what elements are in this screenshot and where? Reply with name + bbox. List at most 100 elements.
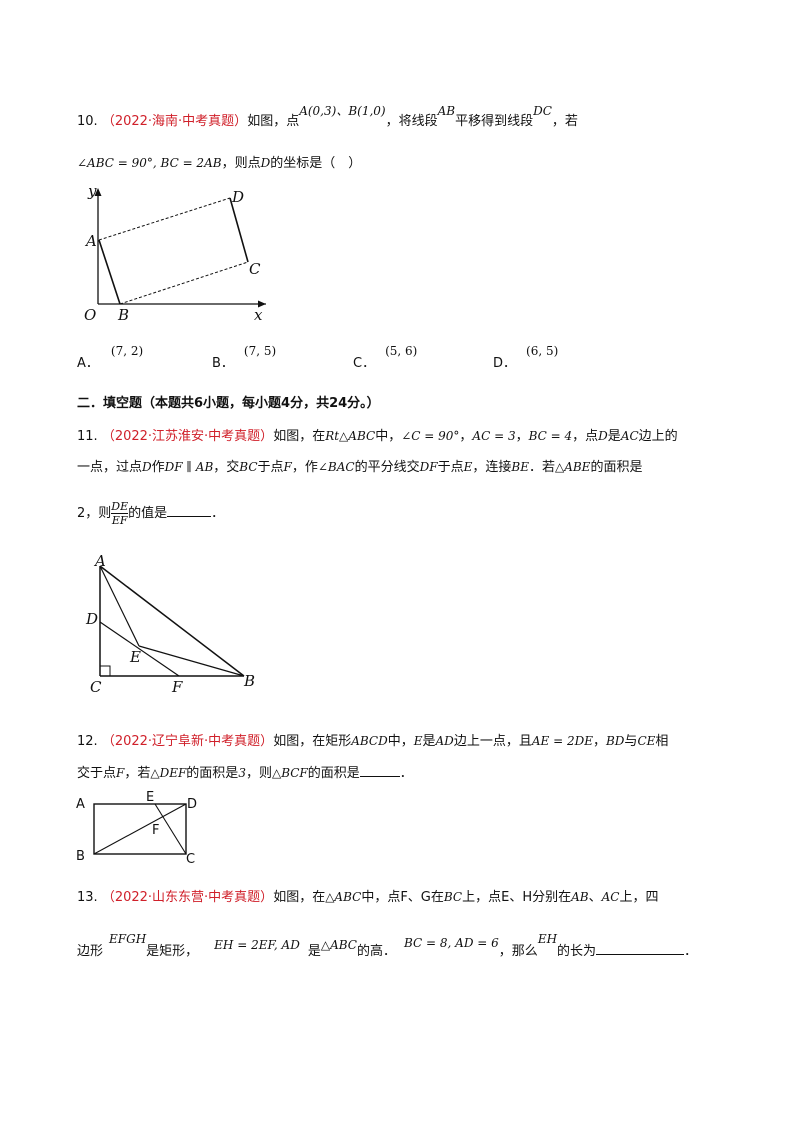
label-d: D	[85, 610, 98, 628]
label-c: C	[186, 852, 195, 866]
q10-text: ，若	[551, 114, 578, 129]
q13-math: EH = 2EF, AD	[214, 938, 300, 952]
q11-text: ，作	[291, 460, 318, 475]
label-c: C	[249, 260, 261, 278]
segment-ad	[98, 197, 231, 241]
q11-math: ∠C = 90°	[401, 429, 460, 443]
q13-text: 的高．	[357, 944, 397, 959]
q11-math: D	[142, 460, 152, 474]
label-b: B	[117, 306, 129, 324]
x-axis-arrow	[258, 300, 266, 308]
option-label: D．	[493, 356, 517, 371]
q12-text: ．	[399, 766, 413, 781]
label-f: F	[152, 823, 159, 838]
option-value: (6, 5)	[526, 344, 559, 358]
q11-answer-blank[interactable]	[167, 504, 212, 517]
q10-text: 平移得到线段	[455, 114, 534, 129]
q10-option-c[interactable]: C． (5, 6)	[353, 344, 417, 371]
label-d: D	[231, 188, 244, 206]
q13-text: ．	[684, 944, 698, 959]
q10-points: A(0,3)、B(1,0)	[299, 104, 386, 118]
q12-text: 的面积是	[186, 766, 239, 781]
q13-text: 是矩形，	[146, 944, 199, 959]
q11-math: E	[463, 460, 473, 474]
q11-text: ，点	[572, 429, 599, 444]
q12-number: 12.	[77, 734, 98, 749]
label-b: B	[243, 672, 255, 690]
q12-figure: A E D F B C	[76, 790, 197, 866]
q11-text: 边上的	[638, 429, 678, 444]
label-y: y	[87, 182, 97, 200]
q10-condition: ∠ABC = 90°, BC = 2AB	[77, 156, 222, 170]
q12-math: △BCF	[271, 766, 308, 780]
q13-text: 上，点E、H分别在	[462, 890, 572, 905]
q12-text: ，则	[245, 766, 272, 781]
q10-text: 的坐标是（ ）	[270, 156, 362, 171]
option-label: C．	[353, 356, 376, 371]
q12-text: 与	[624, 734, 638, 749]
section-title: 二．填空题（本题共6小题，每小题4分，共24分。）	[77, 396, 380, 411]
q10-option-b[interactable]: B． (7, 5)	[212, 344, 276, 371]
label-a: A	[93, 552, 106, 570]
q10-text: ，则点	[221, 156, 261, 171]
q13-math: AC	[601, 890, 620, 904]
q11-text: 是	[607, 429, 621, 444]
q13-line1: 13. （2022·山东东营·中考真题）如图，在△ABC中，点F、G在BC上，点…	[77, 886, 659, 905]
q12-text: 交于点	[77, 766, 117, 781]
q10-option-a[interactable]: A． (7, 2)	[77, 344, 143, 371]
q13-line2: 边形 EFGH是矩形， EH = 2EF, AD 是△ABC的高． BC = 8, AD…	[77, 932, 698, 959]
q10-option-d[interactable]: D． (6, 5)	[493, 344, 558, 371]
q12-source: （2022·辽宁阜新·中考真题）	[101, 734, 274, 749]
option-value: (5, 6)	[385, 344, 418, 358]
q12-answer-blank[interactable]	[359, 764, 400, 777]
q11-text: 2，则	[77, 506, 112, 521]
q11-text: 的平分线交	[354, 460, 420, 475]
q13-answer-blank[interactable]	[596, 942, 685, 955]
option-label: A．	[77, 356, 99, 371]
q11-math: BE	[511, 460, 529, 474]
q11-math: BC	[239, 460, 258, 474]
q11-text: 的值是	[128, 506, 168, 521]
q11-line2: 一点，过点D作DF ∥ AB，交BC于点F，作∠BAC的平分线交DF于点E，连接…	[77, 456, 642, 475]
segment-dc	[229, 197, 249, 263]
q12-text: 如图，在矩形	[273, 734, 352, 749]
q11-math: Rt△ABC	[325, 429, 376, 443]
q13-math: EH	[537, 932, 558, 946]
q10-text: 如图，点	[247, 114, 300, 129]
segment-eb	[138, 645, 245, 677]
q10-line2: ∠ABC = 90°, BC = 2AB，则点D的坐标是（ ）	[77, 152, 361, 171]
q11-math: AC = 3	[472, 429, 516, 443]
q12-line2: 交于点F，若△DEF的面积是3，则△BCF的面积是．	[77, 762, 413, 781]
q11-line3: 2，则 DE EF 的值是 ．	[77, 500, 224, 527]
option-label: B．	[212, 356, 234, 371]
option-value: (7, 5)	[243, 344, 277, 358]
label-f: F	[171, 678, 183, 694]
y-axis-arrow	[94, 188, 102, 196]
q13-source: （2022·山东东营·中考真题）	[101, 890, 274, 905]
rectangle-abcd	[93, 803, 187, 855]
side-ab	[99, 565, 245, 677]
q12-math: 3	[238, 766, 246, 780]
q11-text: ，连接	[472, 460, 512, 475]
q13-number: 13.	[77, 890, 98, 905]
q11-number: 11.	[77, 429, 98, 444]
q11-math: DF	[419, 460, 438, 474]
label-a: A	[76, 797, 85, 812]
q13-math: △ABC	[320, 938, 357, 952]
q11-text: ，交	[213, 460, 240, 475]
q13-text: 是	[307, 944, 321, 959]
q13-math: BC = 8, AD = 6	[404, 936, 499, 950]
label-e: E	[129, 648, 141, 666]
label-c: C	[90, 678, 102, 694]
q12-text: ，若	[124, 766, 151, 781]
fraction-denominator: EF	[111, 514, 128, 527]
q12-line1: 12. （2022·辽宁阜新·中考真题）如图，在矩形ABCD中，E是AD边上一点…	[77, 730, 668, 749]
q11-text: ，	[515, 429, 529, 444]
q13-math: EFGH	[109, 932, 147, 946]
q11-text: 于点	[437, 460, 464, 475]
q12-text: 相	[655, 734, 669, 749]
q10-figure: y A D C O B x	[84, 182, 266, 324]
q13-text: 、	[588, 890, 602, 905]
q12-math: △DEF	[150, 766, 187, 780]
q12-math: E	[413, 734, 423, 748]
